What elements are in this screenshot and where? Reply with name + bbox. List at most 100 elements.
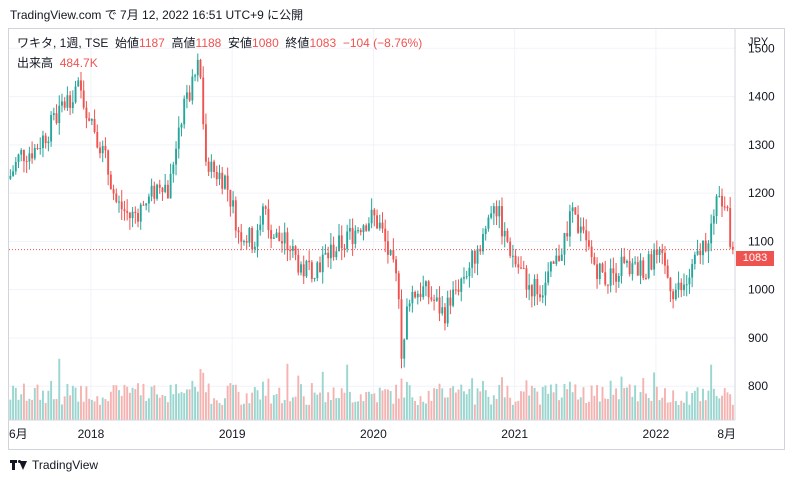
volume-bar — [655, 386, 658, 420]
chart-frame[interactable] — [8, 28, 785, 450]
candle-body — [69, 95, 72, 108]
volume-bar — [645, 393, 647, 420]
volume-bar — [343, 392, 346, 420]
candle-body — [251, 227, 254, 250]
low-label: 安値 — [228, 36, 253, 50]
candle-body — [340, 235, 343, 249]
candle-body — [457, 289, 460, 292]
candle-body — [414, 291, 417, 298]
volume-bar — [547, 393, 550, 420]
candle-body — [674, 289, 677, 300]
volume-bar — [329, 399, 332, 420]
candle-body — [707, 243, 710, 252]
candle-body — [120, 201, 123, 210]
candle-body — [596, 264, 599, 279]
volume-bar — [465, 394, 468, 420]
volume-bar — [36, 384, 39, 420]
candle-body — [12, 171, 15, 176]
volume-bar — [528, 395, 531, 420]
volume-bar — [109, 391, 112, 420]
volume-bar — [191, 380, 194, 420]
candle-body — [139, 204, 142, 222]
volume-bar — [696, 387, 699, 420]
volume-bar — [634, 385, 637, 420]
volume-bar — [218, 402, 221, 420]
tradingview-footer[interactable]: TradingView — [10, 458, 98, 472]
volume-bar — [267, 378, 270, 420]
volume-bar — [617, 399, 620, 420]
candle-body — [558, 255, 560, 261]
volume-bar — [441, 388, 444, 420]
candle-body — [452, 289, 455, 306]
y-tick-label: 900 — [748, 331, 768, 345]
volume-bar — [302, 396, 305, 420]
volume-bar — [525, 380, 528, 420]
y-tick-label: 800 — [748, 379, 768, 393]
volume-bar — [69, 395, 72, 420]
volume-bar — [386, 389, 389, 420]
candle-body — [579, 226, 582, 233]
volume-bar — [403, 397, 406, 420]
candle-body — [22, 150, 25, 162]
volume-bar — [522, 391, 525, 420]
volume-bar — [300, 384, 302, 420]
volume-bar — [147, 398, 150, 420]
x-tick-label: 2020 — [360, 427, 387, 441]
volume-bar — [223, 398, 226, 420]
candle-body — [731, 246, 734, 250]
volume-bar — [177, 393, 180, 420]
volume-bar — [693, 390, 696, 420]
candle-body — [14, 161, 17, 172]
volume-bar — [44, 403, 47, 420]
volume-bar — [449, 388, 452, 420]
candle-body — [234, 200, 237, 231]
volume-bar — [422, 401, 425, 420]
candle-body — [237, 230, 240, 233]
volume-bar — [33, 387, 36, 420]
candle-body — [574, 207, 577, 215]
candle-body — [525, 268, 528, 290]
candle-body — [403, 339, 406, 359]
volume-bar — [574, 384, 577, 420]
candle-body — [107, 150, 110, 175]
candle-body — [636, 262, 639, 276]
candle-body — [664, 252, 666, 266]
volume-bar — [587, 401, 590, 420]
low-value: 1080 — [252, 36, 279, 50]
volume-bar — [517, 400, 520, 420]
candle-body — [253, 246, 256, 250]
volume-bar — [571, 392, 574, 420]
candle-body — [628, 261, 631, 275]
volume-bar — [544, 385, 547, 420]
volume-bar — [213, 398, 216, 420]
volume-bar — [731, 404, 734, 420]
high-label: 高値 — [171, 36, 196, 50]
open-label: 始値 — [115, 36, 140, 50]
candle-body — [9, 175, 12, 179]
volume-bar — [71, 385, 74, 420]
volume-bar — [683, 402, 685, 420]
volume-bar — [568, 381, 571, 420]
volume-bar — [604, 398, 607, 420]
volume-bar — [718, 398, 721, 420]
legend-row-volume: 出来高 484.7K — [17, 54, 422, 71]
volume-bar — [590, 385, 593, 420]
candle-body — [465, 276, 468, 278]
candle-body — [691, 263, 694, 278]
volume-bar — [204, 392, 207, 420]
candle-body — [343, 248, 346, 250]
volume-bar — [612, 394, 615, 420]
volume-bar — [202, 372, 205, 420]
volume-bar — [541, 386, 544, 420]
volume-bar — [378, 387, 381, 420]
legend-row-ohlc: ワキタ, 1週, TSE 始値1187 高値1188 安値1080 終値1083… — [17, 34, 422, 51]
x-tick-label: 8月 — [717, 427, 736, 441]
volume-bar — [699, 401, 702, 420]
time-axis[interactable]: 6月 2018 2019 2020 2021 2022 8月 — [9, 419, 736, 441]
volume-bar — [487, 396, 490, 420]
volume-bar — [463, 391, 465, 420]
candle-body — [194, 75, 197, 77]
candle-body — [218, 172, 221, 180]
